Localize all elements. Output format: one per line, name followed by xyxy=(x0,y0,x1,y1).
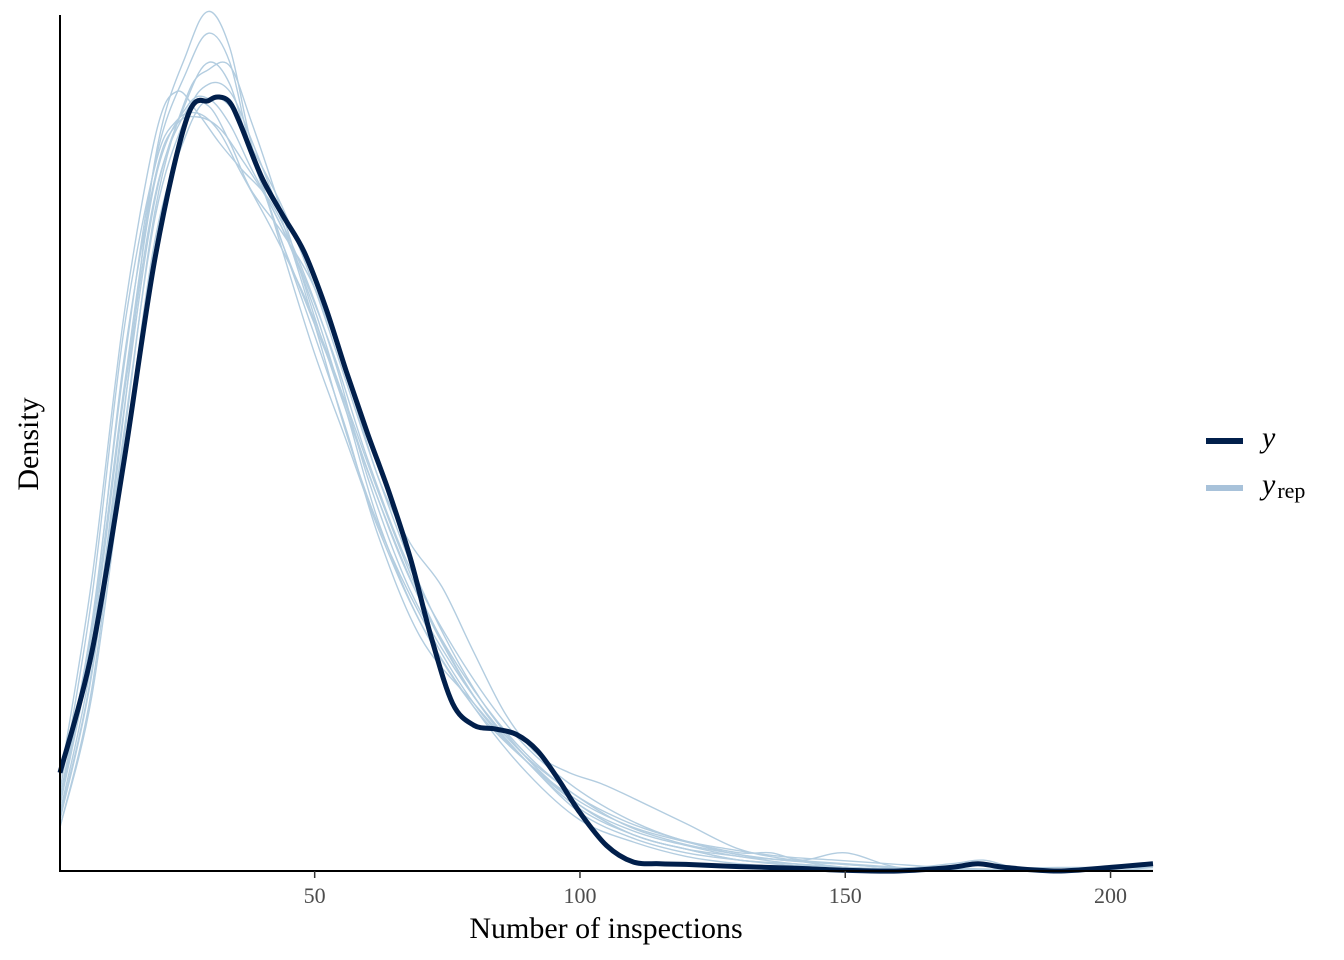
legend: y yrep xyxy=(1206,421,1305,503)
x-axis-title: Number of inspections xyxy=(469,912,742,945)
x-tick-label-200: 200 xyxy=(1094,883,1127,908)
legend-label-yrep-main: y xyxy=(1259,468,1276,501)
y-density-line xyxy=(57,94,1154,874)
yrep-draw-line-11 xyxy=(59,96,1154,872)
yrep-draw-line-3 xyxy=(59,61,1153,872)
yrep-draw-line-5 xyxy=(59,111,1154,872)
x-tick-label-50: 50 xyxy=(304,883,326,908)
yrep-draw-line-4 xyxy=(59,90,1154,872)
y-series-group xyxy=(57,94,1154,874)
x-tick-label-150: 150 xyxy=(829,883,862,908)
x-axis-ticks: 50 100 150 200 xyxy=(304,871,1127,908)
yrep-draw-line-2 xyxy=(59,32,1153,872)
legend-label-yrep-sub: rep xyxy=(1277,478,1305,503)
legend-label-yrep: yrep xyxy=(1259,468,1305,503)
yrep-draw-line-10 xyxy=(59,95,1153,869)
yrep-draw-line-6 xyxy=(59,115,1154,872)
axes xyxy=(59,15,1153,872)
x-tick-label-100: 100 xyxy=(563,883,596,908)
y-axis-title: Density xyxy=(12,397,45,490)
legend-label-y: y xyxy=(1259,421,1276,454)
yrep-series-group xyxy=(59,10,1154,872)
yrep-draw-line-8 xyxy=(59,61,1153,872)
yrep-draw-line-7 xyxy=(59,99,1153,872)
yrep-draw-line-9 xyxy=(59,81,1153,872)
